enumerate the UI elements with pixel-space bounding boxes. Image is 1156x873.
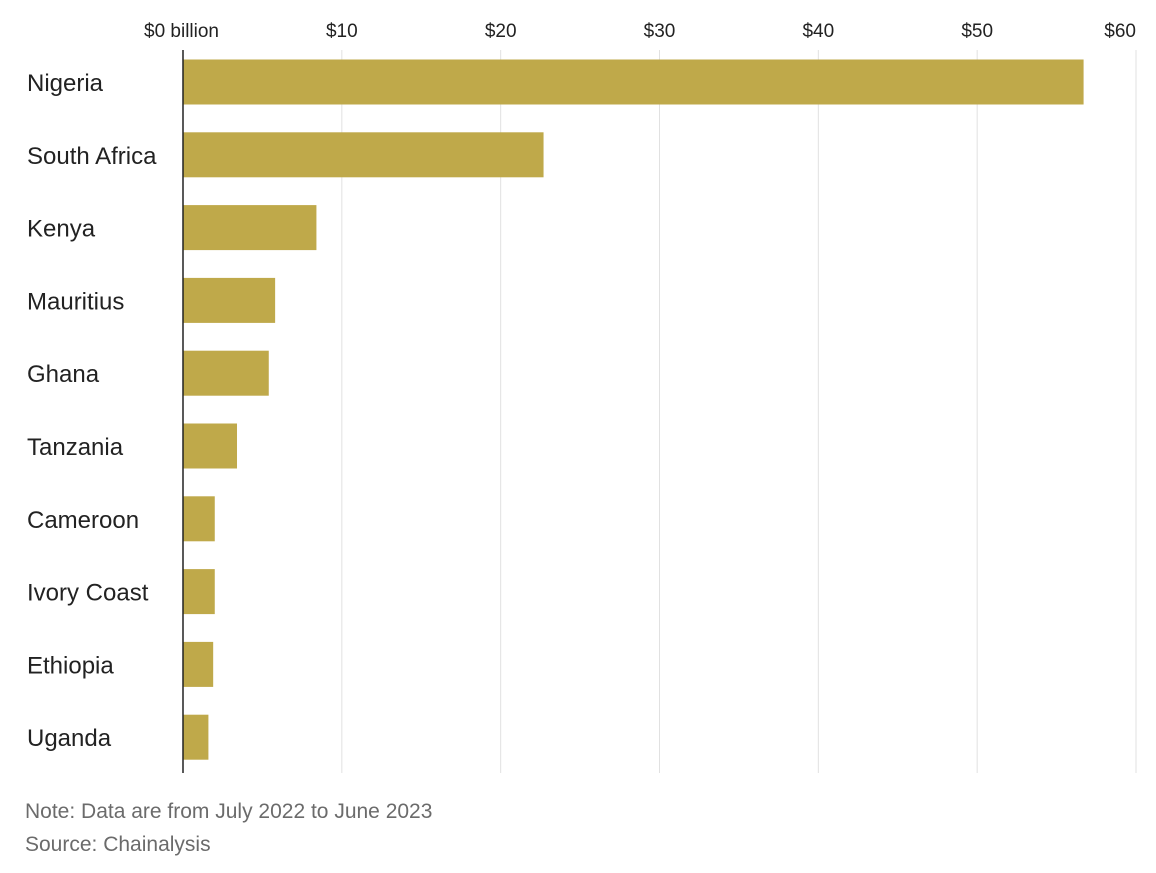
chart-note: Note: Data are from July 2022 to June 20… [25, 800, 433, 823]
bar-mauritius [183, 277, 276, 323]
category-label: Mauritius [27, 288, 124, 315]
bar-tanzania [183, 423, 238, 469]
x-tick-label: $0 billion [144, 21, 219, 42]
x-tick-label: $50 [961, 21, 993, 42]
bar-ethiopia [183, 641, 214, 687]
category-label: Tanzania [27, 434, 124, 461]
x-tick-label: $30 [644, 21, 676, 42]
bars [183, 59, 1084, 760]
x-tick-label: $10 [326, 21, 358, 42]
category-label: Ethiopia [27, 652, 114, 679]
bar-chart: $0 billion $10 $20 $30 $40 $50 $60 Nigeria Sout… [27, 21, 1137, 773]
bar-ivory-coast [183, 569, 215, 615]
x-axis-tick-labels: $0 billion $10 $20 $30 $40 $50 $60 [144, 21, 1136, 42]
x-tick-label: $60 [1104, 21, 1136, 42]
category-label: Nigeria [27, 70, 104, 97]
bar-south-africa [183, 132, 544, 178]
category-label: Cameroon [27, 507, 139, 534]
bar-uganda [183, 714, 209, 760]
bar-cameroon [183, 496, 215, 542]
bar-nigeria [183, 59, 1084, 105]
x-tick-label: $20 [485, 21, 517, 42]
category-labels: Nigeria South Africa Kenya Mauritius Ghana Ta… [27, 70, 157, 752]
category-label: Uganda [27, 725, 112, 752]
category-label: Kenya [27, 216, 96, 243]
category-label: Ivory Coast [27, 580, 149, 607]
category-label: South Africa [27, 143, 157, 170]
chart-source: Source: Chainalysis [25, 833, 211, 856]
category-label: Ghana [27, 361, 100, 388]
x-tick-label: $40 [802, 21, 834, 42]
bar-kenya [183, 205, 317, 251]
bar-ghana [183, 350, 269, 396]
